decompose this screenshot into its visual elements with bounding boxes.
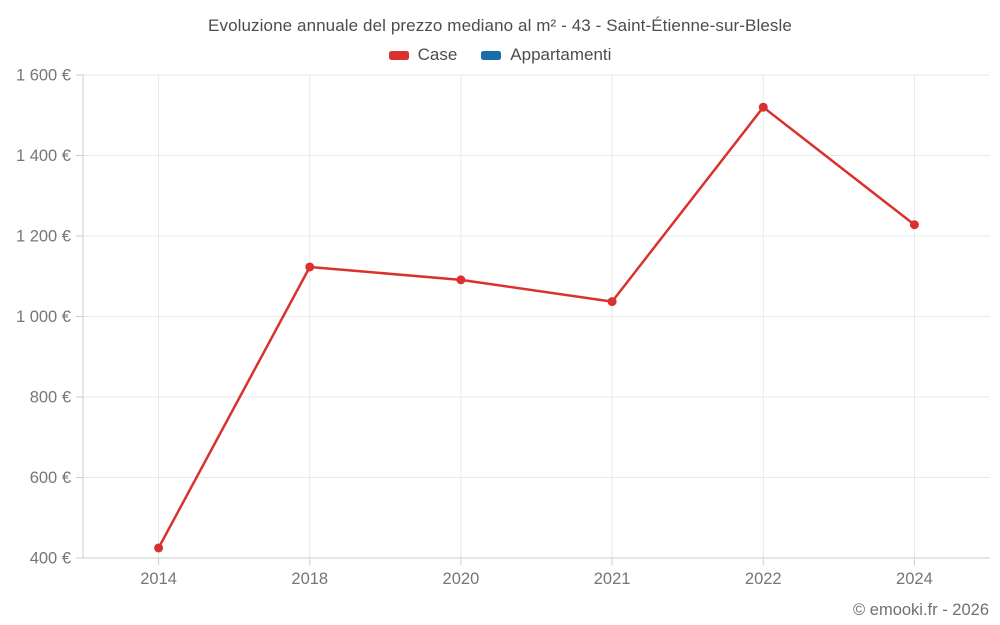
legend-label-case: Case <box>417 45 458 64</box>
x-tick-label: 2021 <box>594 570 631 588</box>
data-point-case-2020[interactable] <box>456 275 466 285</box>
legend-item-case[interactable]: Case <box>388 45 458 65</box>
y-tick-label: 400 € <box>30 550 71 568</box>
y-tick-label: 800 € <box>30 389 71 407</box>
y-tick-label: 1 000 € <box>16 308 71 326</box>
y-tick-label: 1 400 € <box>16 147 71 165</box>
y-tick-label: 600 € <box>30 469 71 487</box>
data-point-case-2014[interactable] <box>154 543 164 553</box>
x-tick-label: 2024 <box>896 570 933 588</box>
case-legend-swatch-icon <box>388 50 409 60</box>
copyright-watermark: © emooki.fr - 2026 <box>853 601 989 619</box>
data-point-case-2022[interactable] <box>758 102 768 112</box>
x-tick-label: 2022 <box>745 570 782 588</box>
x-tick-label: 2020 <box>443 570 480 588</box>
x-tick-label: 2018 <box>291 570 328 588</box>
data-point-case-2018[interactable] <box>305 262 315 272</box>
y-tick-label: 1 200 € <box>16 228 71 246</box>
data-point-case-2021[interactable] <box>607 297 617 307</box>
legend: Case Appartamenti <box>0 45 1000 65</box>
appartamenti-legend-swatch-icon <box>481 50 502 60</box>
y-tick-label: 1 600 € <box>16 67 71 85</box>
data-point-case-2024[interactable] <box>909 220 919 230</box>
legend-label-appartamenti: Appartamenti <box>510 45 612 64</box>
chart-title: Evoluzione annuale del prezzo mediano al… <box>208 16 792 35</box>
legend-item-appartamenti[interactable]: Appartamenti <box>481 45 611 65</box>
x-tick-label: 2014 <box>140 570 177 588</box>
series-line-case <box>157 105 916 550</box>
